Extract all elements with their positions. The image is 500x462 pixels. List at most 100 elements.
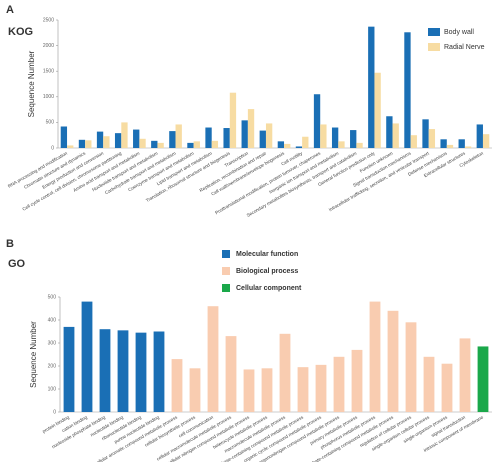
y-tick-label: 400 bbox=[48, 317, 57, 323]
bar bbox=[135, 332, 147, 412]
bar bbox=[405, 322, 417, 412]
bar bbox=[297, 367, 309, 412]
panel-title: GO bbox=[8, 258, 26, 270]
bar bbox=[99, 329, 111, 412]
bar bbox=[175, 124, 182, 148]
bar bbox=[313, 94, 321, 148]
bar bbox=[60, 126, 68, 148]
bar bbox=[211, 140, 219, 148]
bar bbox=[369, 301, 381, 412]
bar bbox=[171, 359, 183, 412]
bar bbox=[259, 130, 266, 148]
bar bbox=[157, 142, 164, 148]
bar bbox=[333, 356, 345, 412]
legend-label: Molecular function bbox=[236, 251, 298, 258]
legend-label: Radial Nerve bbox=[444, 44, 485, 51]
bar bbox=[205, 127, 212, 148]
bar bbox=[315, 364, 327, 412]
y-tick-label: 500 bbox=[48, 294, 57, 300]
bar bbox=[67, 145, 74, 148]
bar bbox=[247, 109, 255, 148]
bar bbox=[351, 349, 363, 412]
y-axis-title: Sequence Number bbox=[27, 50, 36, 117]
y-axis-title: Sequence Number bbox=[29, 321, 38, 388]
y-tick-label: 1000 bbox=[43, 94, 54, 100]
y-tick-label: 500 bbox=[46, 120, 55, 126]
bar bbox=[117, 330, 129, 412]
bar bbox=[153, 331, 165, 412]
bar bbox=[482, 134, 490, 148]
bar bbox=[320, 124, 327, 148]
bar bbox=[133, 129, 140, 148]
bar bbox=[225, 336, 237, 412]
y-tick-label: 100 bbox=[48, 386, 57, 392]
bar bbox=[169, 131, 176, 148]
legend-label: Body wall bbox=[444, 29, 474, 36]
bar bbox=[223, 128, 230, 148]
panel-label: A bbox=[6, 4, 14, 16]
bar bbox=[356, 142, 363, 148]
bar bbox=[476, 124, 483, 148]
legend-swatch bbox=[428, 43, 440, 51]
bar bbox=[350, 130, 357, 148]
bar bbox=[404, 32, 411, 149]
bar bbox=[243, 369, 255, 412]
legend-swatch bbox=[222, 284, 230, 292]
bar bbox=[187, 142, 194, 148]
y-tick-label: 1500 bbox=[43, 69, 54, 75]
bar bbox=[459, 338, 471, 412]
legend-swatch bbox=[222, 250, 230, 258]
bar bbox=[85, 140, 92, 148]
bar bbox=[410, 135, 417, 148]
bar bbox=[139, 138, 146, 148]
bar bbox=[96, 131, 104, 148]
legend-label: Biological process bbox=[236, 268, 298, 275]
bar bbox=[265, 123, 273, 148]
bar bbox=[331, 127, 339, 148]
bar bbox=[229, 92, 237, 148]
bar bbox=[386, 116, 393, 148]
y-tick-label: 0 bbox=[51, 145, 54, 151]
bar bbox=[368, 26, 375, 149]
bar bbox=[189, 368, 201, 412]
bar bbox=[428, 129, 436, 148]
bar bbox=[241, 120, 248, 148]
bar bbox=[464, 146, 472, 148]
bar bbox=[392, 123, 399, 148]
bar bbox=[193, 141, 200, 148]
bar bbox=[284, 143, 291, 148]
bar bbox=[121, 122, 128, 148]
bar bbox=[277, 141, 285, 148]
bar bbox=[423, 356, 435, 412]
legend-swatch bbox=[222, 267, 230, 275]
bar bbox=[295, 146, 303, 148]
bar bbox=[81, 301, 93, 412]
legend-label: Cellular component bbox=[236, 285, 302, 292]
bar bbox=[261, 368, 273, 412]
panel-label: B bbox=[6, 238, 14, 250]
bar bbox=[477, 346, 489, 412]
bar bbox=[207, 306, 219, 412]
bar bbox=[338, 141, 345, 148]
bar bbox=[279, 333, 291, 412]
panel-title: KOG bbox=[8, 26, 33, 38]
bar bbox=[440, 139, 447, 148]
bar bbox=[387, 310, 399, 412]
bar bbox=[103, 136, 110, 148]
bar bbox=[114, 133, 122, 148]
bar bbox=[422, 119, 429, 148]
bar bbox=[458, 139, 465, 148]
y-tick-label: 200 bbox=[48, 363, 57, 369]
bar bbox=[446, 144, 454, 148]
bar bbox=[302, 136, 309, 148]
legend-swatch bbox=[428, 28, 440, 36]
y-tick-label: 2500 bbox=[43, 17, 54, 23]
bar bbox=[374, 72, 381, 148]
bar bbox=[441, 363, 453, 412]
y-tick-label: 300 bbox=[48, 340, 57, 346]
bar bbox=[63, 326, 75, 412]
y-tick-label: 2000 bbox=[43, 43, 54, 49]
bar bbox=[78, 139, 86, 148]
y-tick-label: 0 bbox=[53, 409, 56, 415]
